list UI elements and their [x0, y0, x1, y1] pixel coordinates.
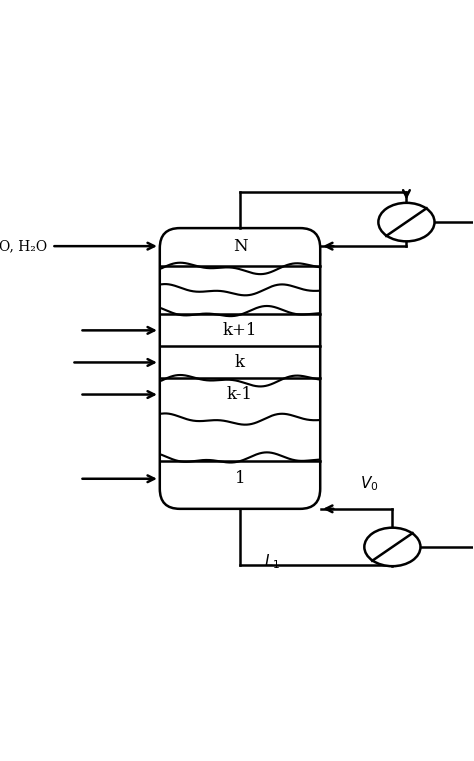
FancyBboxPatch shape [160, 228, 320, 509]
Text: $V_0$: $V_0$ [360, 474, 379, 493]
Text: k+1: k+1 [223, 322, 257, 339]
Text: $L_1$: $L_1$ [264, 552, 280, 571]
Text: N: N [233, 237, 247, 255]
Ellipse shape [378, 203, 435, 241]
Text: O, H₂O: O, H₂O [0, 239, 47, 253]
Text: k-1: k-1 [227, 386, 253, 403]
Text: 1: 1 [235, 470, 246, 487]
Text: k: k [235, 354, 245, 371]
Ellipse shape [365, 527, 420, 566]
